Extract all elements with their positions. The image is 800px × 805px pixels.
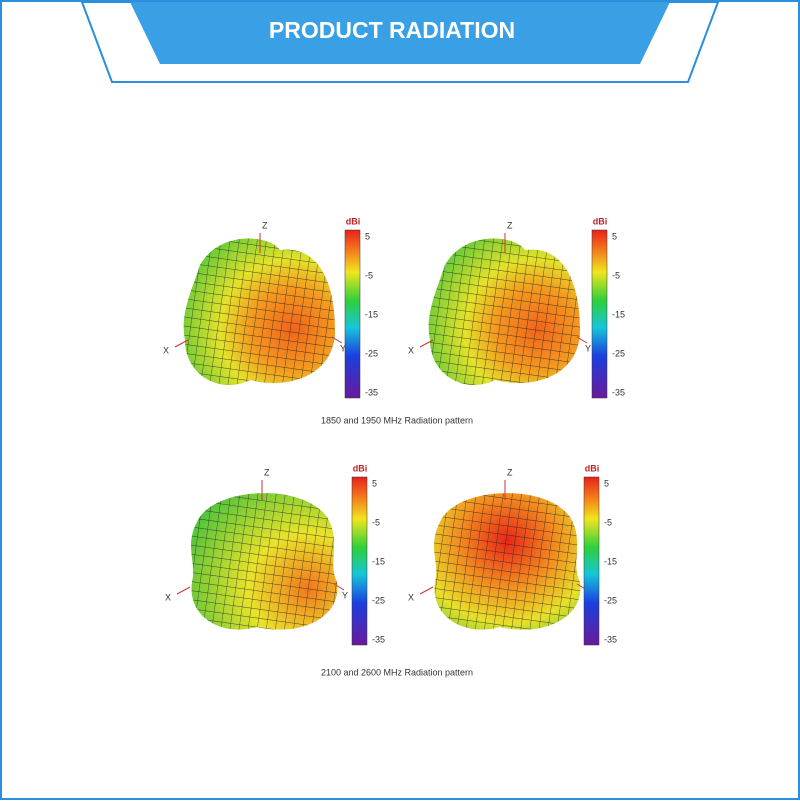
colorbar-tick-label: -5	[604, 517, 612, 527]
mesh	[428, 238, 580, 386]
colorbar-tick-label: -25	[365, 348, 378, 358]
title: PRODUCT RADIATION	[269, 17, 515, 43]
axis-label: Y	[342, 590, 348, 600]
axis-y	[333, 583, 345, 591]
colorbar-tick-label: -15	[604, 556, 617, 566]
colorbar-tick-label: 5	[372, 478, 377, 488]
axis-label: X	[165, 592, 171, 602]
colorbar-tick-label: -25	[612, 348, 625, 358]
axis-label: Y	[585, 343, 591, 353]
mesh	[434, 493, 581, 630]
colorbar-tick-label: -35	[612, 387, 625, 397]
axis-label: Z	[507, 220, 513, 230]
colorbar-tick-label: 5	[604, 478, 609, 488]
axis-label: Y	[340, 343, 346, 353]
colorbar-tick-label: -25	[604, 595, 617, 605]
mesh	[191, 493, 338, 630]
axis-label: X	[163, 345, 169, 355]
colorbar-tick-label: -15	[365, 309, 378, 319]
axis-y	[331, 336, 343, 344]
axis-label: Z	[507, 467, 513, 477]
colorbar-unit: dBi	[585, 463, 600, 473]
colorbar	[583, 476, 600, 646]
axis-label: Z	[262, 220, 268, 230]
axis-label: X	[408, 345, 414, 355]
colorbar-tick-label: 5	[612, 231, 617, 241]
axis-x	[174, 339, 189, 348]
colorbar	[591, 229, 608, 399]
colorbar	[344, 229, 361, 399]
axis-x	[419, 339, 434, 348]
colorbar-tick-label: -15	[372, 556, 385, 566]
axis-label: X	[408, 592, 414, 602]
colorbar-tick-label: -35	[365, 387, 378, 397]
axis-label: Z	[264, 467, 270, 477]
colorbar-tick-label: -35	[372, 634, 385, 644]
colorbar-tick-label: -5	[365, 270, 373, 280]
caption: 1850 and 1950 MHz Radiation pattern	[321, 415, 473, 425]
colorbar-tick-label: -35	[604, 634, 617, 644]
mesh	[183, 238, 335, 386]
colorbar-tick-label: -5	[612, 270, 620, 280]
colorbar-tick-label: -5	[372, 517, 380, 527]
caption: 2100 and 2600 MHz Radiation pattern	[321, 667, 473, 677]
axis-y	[576, 336, 588, 344]
axis-x	[176, 586, 191, 595]
colorbar-tick-label: -15	[612, 309, 625, 319]
colorbar-unit: dBi	[593, 216, 608, 226]
banner	[130, 2, 670, 64]
colorbar-tick-label: 5	[365, 231, 370, 241]
axis-x	[419, 586, 434, 595]
colorbar-unit: dBi	[346, 216, 361, 226]
colorbar-tick-label: -25	[372, 595, 385, 605]
colorbar	[351, 476, 368, 646]
colorbar-unit: dBi	[353, 463, 368, 473]
